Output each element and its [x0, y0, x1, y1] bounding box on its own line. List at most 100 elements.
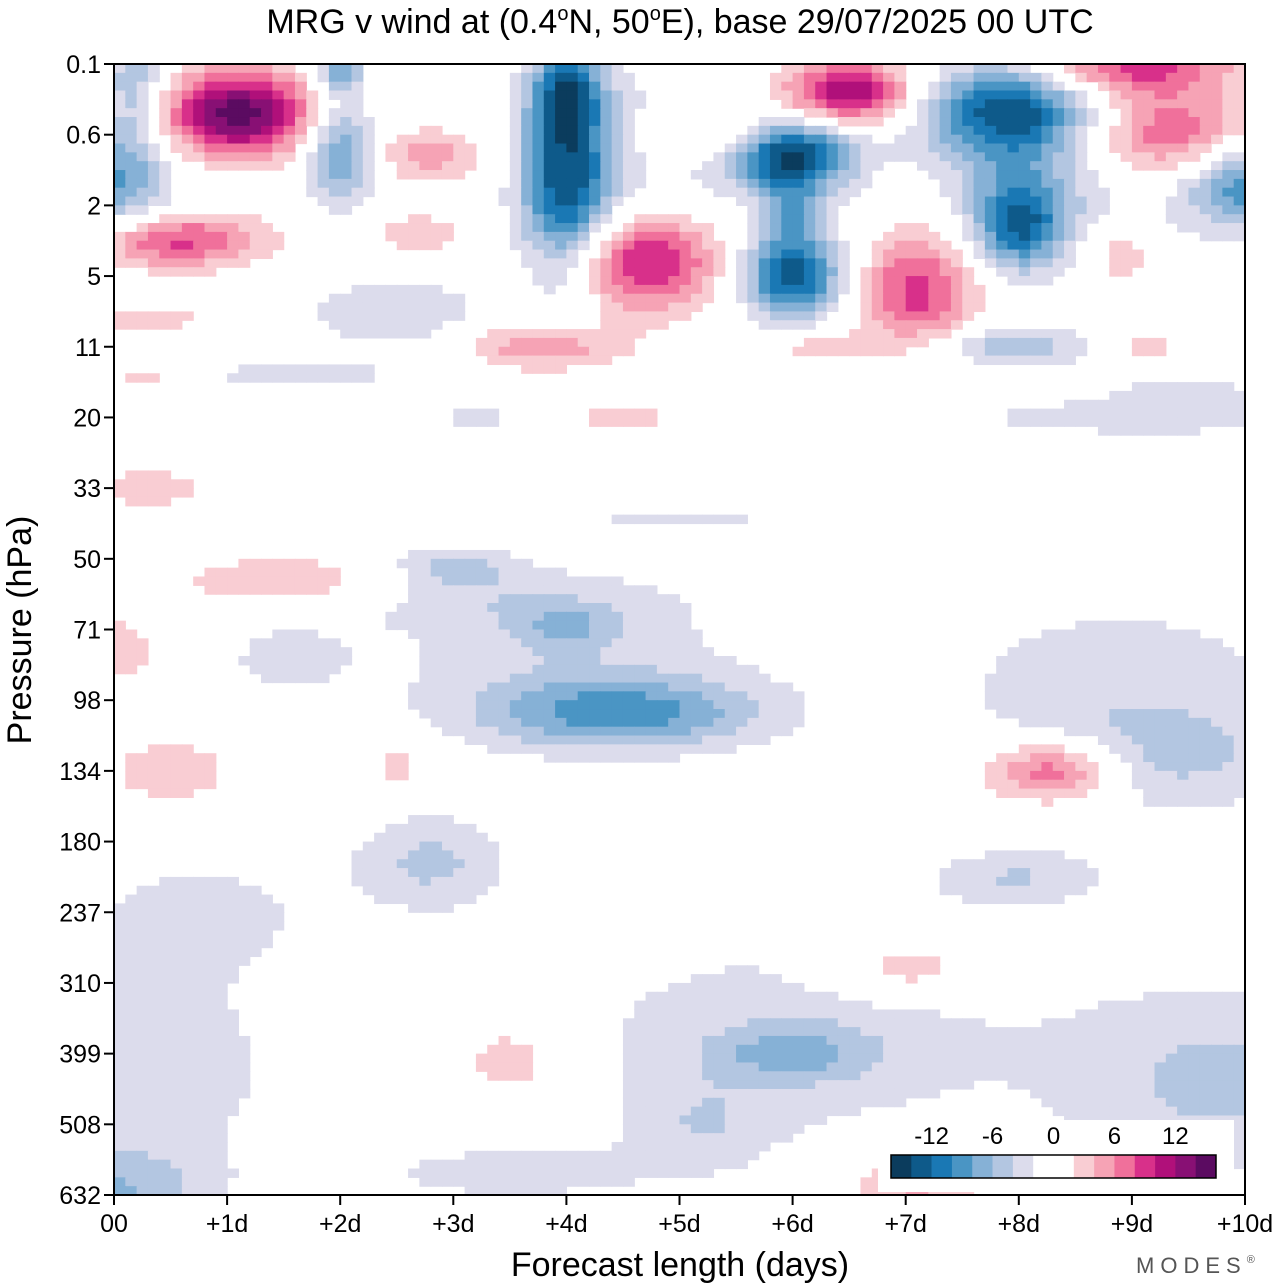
heatmap-cell: [1052, 125, 1065, 136]
heatmap-cell: [1131, 1088, 1144, 1099]
heatmap-cell: [227, 1018, 240, 1028]
heatmap-cell: [622, 744, 635, 754]
heatmap-cell: [147, 488, 160, 498]
heatmap-cell: [747, 1018, 760, 1028]
heatmap-cell: [215, 903, 228, 913]
heatmap-cell: [453, 682, 466, 692]
heatmap-cell: [747, 205, 760, 215]
heatmap-cell: [1211, 231, 1223, 242]
heatmap-cell: [1097, 187, 1110, 198]
heatmap-cell: [283, 585, 296, 595]
heatmap-cell: [690, 1027, 703, 1037]
heatmap-cell: [747, 1000, 760, 1011]
heatmap-cell: [679, 647, 692, 657]
heatmap-cell: [792, 170, 805, 180]
heatmap-cell: [826, 337, 839, 348]
heatmap-cell: [1041, 1097, 1054, 1108]
heatmap-cell: [125, 1000, 138, 1011]
heatmap-cell: [475, 611, 488, 622]
heatmap-cell: [159, 1088, 172, 1099]
heatmap-cell: [973, 1035, 986, 1046]
heatmap-cell: [419, 647, 432, 657]
heatmap-cell: [611, 143, 624, 153]
heatmap-cell: [136, 196, 149, 206]
heatmap-cell: [238, 956, 251, 966]
heatmap-cell: [532, 1159, 545, 1170]
heatmap-cell: [1097, 64, 1110, 74]
heatmap-cell: [860, 293, 873, 304]
heatmap-cell: [792, 1124, 805, 1134]
heatmap-cell: [1143, 735, 1156, 745]
heatmap-cell: [1131, 1071, 1144, 1081]
heatmap-cell: [170, 1115, 183, 1125]
heatmap-cell: [464, 868, 477, 878]
heatmap-cell: [962, 64, 975, 74]
heatmap-cell: [532, 125, 545, 136]
heatmap-cell: [475, 417, 488, 427]
heatmap-cell: [668, 656, 681, 666]
heatmap-cell: [441, 841, 454, 851]
heatmap-cell: [736, 1053, 748, 1064]
heatmap-cell: [611, 258, 624, 268]
heatmap-cell: [1007, 673, 1020, 684]
heatmap-cell: [668, 717, 681, 728]
heatmap-cell: [781, 125, 794, 136]
heatmap-cell: [622, 170, 635, 180]
heatmap-cell: [1143, 647, 1156, 657]
heatmap-cell: [1131, 64, 1144, 74]
heatmap-cell: [498, 576, 511, 586]
heatmap-cell: [114, 956, 126, 966]
heatmap-cell: [170, 1009, 183, 1019]
heatmap-cell: [962, 1080, 975, 1090]
heatmap-cell: [747, 187, 760, 198]
heatmap-cell: [1030, 108, 1043, 118]
heatmap-cell: [589, 744, 601, 754]
heatmap-cell: [611, 231, 624, 242]
heatmap-cell: [464, 161, 477, 171]
heatmap-cell: [1007, 337, 1020, 348]
heatmap-cell: [125, 311, 138, 321]
heatmap-cell: [634, 90, 647, 100]
heatmap-cell: [249, 885, 262, 896]
heatmap-cell: [736, 709, 748, 719]
heatmap-cell: [815, 258, 828, 268]
heatmap-cell: [1018, 1053, 1031, 1064]
heatmap-cell: [181, 99, 194, 109]
heatmap-cell: [159, 1177, 172, 1187]
heatmap-cell: [747, 1088, 760, 1099]
heatmap-cell: [566, 735, 579, 745]
heatmap-cell: [962, 859, 975, 869]
heatmap-cell: [317, 567, 330, 578]
heatmap-cell: [1086, 709, 1099, 719]
heatmap-cell: [747, 267, 760, 277]
heatmap-cell: [238, 885, 251, 896]
heatmap-cell: [521, 90, 534, 100]
heatmap-cell: [170, 779, 183, 790]
heatmap-cell: [600, 346, 613, 357]
heatmap-cell: [215, 231, 228, 242]
heatmap-cell: [566, 656, 579, 666]
heatmap-cell: [1041, 249, 1054, 259]
heatmap-cell: [837, 1071, 850, 1081]
heatmap-cell: [781, 982, 794, 993]
heatmap-cell: [147, 974, 160, 984]
heatmap-cell: [1030, 258, 1043, 268]
heatmap-cell: [227, 1168, 240, 1178]
heatmap-cell: [600, 585, 613, 595]
heatmap-cell: [147, 1018, 160, 1028]
heatmap-cell: [215, 258, 228, 268]
heatmap-cell: [1109, 1035, 1122, 1046]
heatmap-cell: [125, 258, 138, 268]
heatmap-cell: [181, 1053, 194, 1064]
heatmap-cell: [227, 81, 240, 92]
heatmap-cell: [136, 1177, 149, 1187]
heatmap-cell: [1041, 770, 1054, 781]
heatmap-cell: [883, 1027, 895, 1037]
heatmap-cell: [690, 293, 703, 304]
heatmap-cell: [1007, 214, 1020, 224]
heatmap-cell: [532, 64, 545, 74]
heatmap-cell: [747, 214, 760, 224]
heatmap-cell: [747, 965, 760, 975]
heatmap-cell: [656, 709, 669, 719]
heatmap-cell: [622, 125, 635, 136]
